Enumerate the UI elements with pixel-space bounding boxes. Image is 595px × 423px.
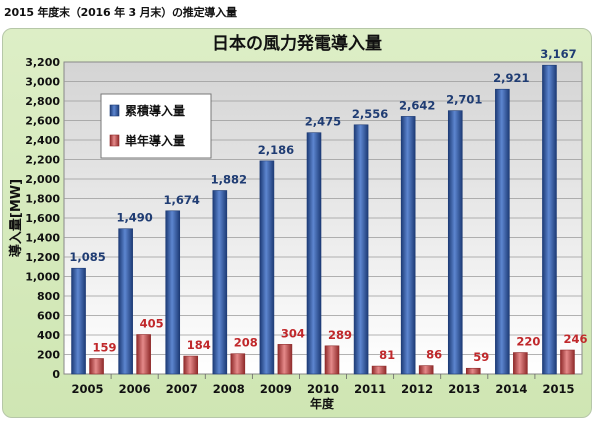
y-tick-label: 200	[37, 349, 60, 362]
data-label-cumulative: 1,674	[164, 193, 200, 207]
x-axis-label: 年度	[310, 396, 335, 411]
data-label-cumulative: 2,642	[399, 98, 435, 112]
data-label-cumulative: 1,490	[116, 211, 152, 225]
legend-swatch-cumulative	[109, 104, 120, 117]
data-label-annual: 184	[187, 338, 211, 352]
legend: 累積導入量 単年導入量	[100, 93, 212, 159]
data-label-cumulative: 1,882	[211, 173, 247, 187]
data-label-annual: 208	[234, 336, 258, 350]
y-tick-label: 2,000	[25, 173, 60, 186]
y-tick-label: 1,200	[25, 251, 60, 264]
data-label-annual: 304	[281, 326, 305, 340]
x-tick-label: 2011	[354, 382, 386, 396]
x-tick-label: 2007	[166, 382, 198, 396]
y-tick-label: 1,800	[25, 193, 60, 206]
legend-box	[100, 93, 212, 159]
bar-cumulative	[495, 88, 510, 375]
data-label-annual: 405	[140, 317, 164, 331]
y-tick-label: 1,400	[25, 232, 60, 245]
bar-cumulative	[306, 132, 322, 375]
bar-cumulative	[542, 64, 557, 375]
x-tick-label: 2013	[448, 382, 480, 396]
y-tick-label: 2,400	[25, 134, 60, 147]
legend-swatch-annual	[109, 134, 120, 147]
x-tick-label: 2012	[401, 382, 433, 396]
x-tick-label: 2005	[72, 382, 104, 396]
x-tick-label: 2010	[307, 382, 339, 396]
data-label-cumulative: 2,701	[446, 93, 482, 107]
bar-annual	[465, 367, 481, 375]
data-label-cumulative: 1,085	[69, 250, 105, 264]
bar-cumulative	[118, 228, 133, 375]
y-tick-label: 2,800	[25, 95, 60, 108]
y-tick-label: 3,200	[25, 56, 60, 69]
data-label-cumulative: 2,921	[493, 71, 529, 85]
chart-title: 日本の風力発電導入量	[212, 33, 382, 54]
x-axis: 2005 2006 2007 2008 2009 2010 2011 2012 2013 2014…	[72, 374, 574, 396]
x-tick-label: 2009	[260, 382, 292, 396]
bar-cumulative	[259, 160, 275, 375]
data-label-annual: 289	[328, 328, 352, 342]
legend-label-annual: 単年導入量	[125, 133, 185, 148]
bar-annual	[277, 344, 293, 375]
bar-annual	[230, 353, 246, 375]
x-tick-label: 2006	[119, 382, 151, 396]
bar-cumulative	[353, 124, 369, 375]
bar-cumulative	[447, 110, 463, 375]
bar-cumulative	[71, 267, 86, 375]
y-tick-label: 400	[37, 329, 60, 342]
bar-annual	[324, 345, 340, 375]
bar-cumulative	[165, 210, 181, 375]
data-label-annual: 159	[93, 340, 117, 354]
bar-annual	[89, 358, 104, 375]
data-label-cumulative: 2,556	[352, 107, 388, 121]
y-tick-label: 3,000	[25, 76, 60, 89]
y-tick-label: 0	[52, 368, 60, 381]
bars	[71, 64, 575, 375]
bar-annual	[183, 355, 199, 375]
y-tick-label: 600	[37, 310, 60, 323]
bar-annual	[418, 365, 434, 375]
page-caption: 2015 年度末（2016 年 3 月末）の推定導入量	[4, 6, 237, 19]
data-label-annual: 59	[473, 350, 489, 364]
x-tick-label: 2014	[495, 382, 527, 396]
x-tick-label: 2015	[542, 382, 574, 396]
x-tick-label: 2008	[213, 382, 245, 396]
data-label-cumulative: 2,186	[258, 143, 294, 157]
bar-cumulative	[212, 190, 228, 375]
data-label-annual: 86	[426, 348, 442, 362]
y-tick-label: 1,600	[25, 212, 60, 225]
legend-label-cumulative: 累積導入量	[125, 103, 185, 118]
data-labels: 1,085 159 1,490 405 1,674 184 1,882 208 2,186 304…	[69, 47, 587, 364]
data-label-cumulative: 2,475	[305, 115, 341, 129]
y-tick-label: 800	[37, 290, 60, 303]
y-tick-label: 1,000	[25, 271, 60, 284]
bar-cumulative	[400, 116, 416, 375]
data-label-annual: 246	[563, 332, 587, 346]
y-axis-label: 導入量[MW]	[8, 179, 24, 257]
bar-annual	[513, 352, 528, 375]
y-tick-label: 2,600	[25, 115, 60, 128]
y-tick-label: 2,200	[25, 154, 60, 167]
data-label-cumulative: 3,167	[540, 47, 576, 61]
bar-annual	[560, 349, 575, 375]
data-label-annual: 81	[379, 348, 395, 362]
data-label-annual: 220	[516, 335, 540, 349]
y-axis: 0 200 400 600 800 1,000 1,200 1,400 1,600 1,800 2,…	[25, 56, 60, 381]
bar-annual	[136, 334, 151, 375]
bar-annual	[371, 365, 387, 375]
